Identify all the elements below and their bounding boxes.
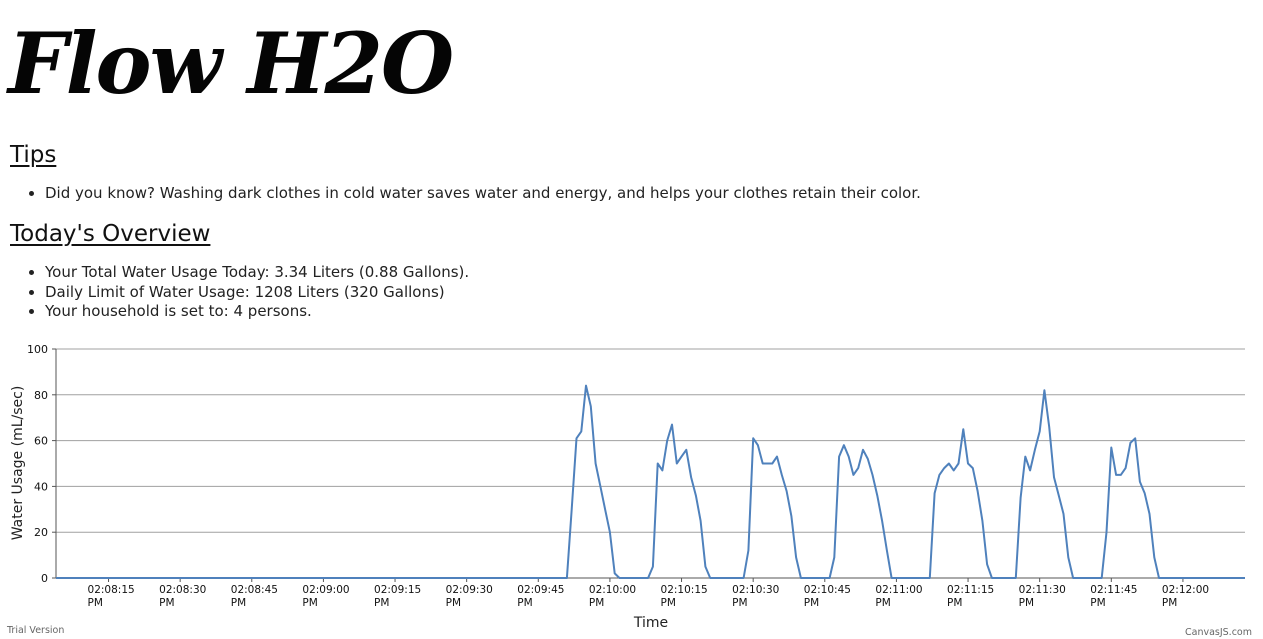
x-tick-label: 02:09:00 xyxy=(302,584,349,596)
chart-gridlines xyxy=(56,348,1245,533)
x-tick-label: 02:09:30 xyxy=(446,584,493,596)
x-tick-label-ampm: PM xyxy=(446,597,461,609)
x-tick-label: 02:09:45 xyxy=(517,584,564,596)
series-line-water-usage xyxy=(56,384,1245,579)
tips-heading: Tips xyxy=(10,142,57,168)
x-tick-label-ampm: PM xyxy=(732,597,747,609)
y-axis-ticks: 0 20 40 60 80 100 xyxy=(27,343,56,585)
daily-limit-item: Daily Limit of Water Usage: 1208 Liters … xyxy=(45,283,469,303)
x-tick-label: 02:11:00 xyxy=(875,584,922,596)
x-tick-label-ampm: PM xyxy=(374,597,389,609)
x-tick-label: 02:10:30 xyxy=(732,584,779,596)
x-tick-label-ampm: PM xyxy=(1162,597,1177,609)
x-tick-label-ampm: PM xyxy=(875,597,890,609)
overview-list: Your Total Water Usage Today: 3.34 Liter… xyxy=(0,263,469,322)
x-tick-label: 02:10:00 xyxy=(589,584,636,596)
y-tick-label: 60 xyxy=(34,435,48,448)
x-tick-label-ampm: PM xyxy=(517,597,532,609)
x-axis-title: Time xyxy=(633,615,668,631)
x-tick-label: 02:12:00 xyxy=(1162,584,1209,596)
tip-item: Did you know? Washing dark clothes in co… xyxy=(45,184,921,204)
total-usage-item: Your Total Water Usage Today: 3.34 Liter… xyxy=(45,263,469,283)
x-tick-label-ampm: PM xyxy=(589,597,604,609)
x-tick-label: 02:11:30 xyxy=(1019,584,1066,596)
y-axis-title: Water Usage (mL/sec) xyxy=(10,386,26,541)
x-tick-label-ampm: PM xyxy=(804,597,819,609)
tips-list: Did you know? Washing dark clothes in co… xyxy=(0,184,921,204)
y-tick-label: 80 xyxy=(34,389,48,402)
y-tick-label: 100 xyxy=(27,343,48,356)
x-tick-label: 02:09:15 xyxy=(374,584,421,596)
x-tick-label-ampm: PM xyxy=(947,597,962,609)
x-tick-label-ampm: PM xyxy=(159,597,174,609)
household-size-item: Your household is set to: 4 persons. xyxy=(45,302,469,322)
x-axis-ticks: 02:08:15PM02:08:30PM02:08:45PM02:09:00PM… xyxy=(88,578,1209,609)
x-tick-label: 02:08:15 xyxy=(88,584,135,596)
x-tick-label-ampm: PM xyxy=(661,597,676,609)
app-logo: Flow H2O xyxy=(8,14,454,113)
y-tick-label: 40 xyxy=(34,480,48,493)
x-tick-label-ampm: PM xyxy=(88,597,103,609)
x-tick-label-ampm: PM xyxy=(1090,597,1105,609)
x-tick-label: 02:10:45 xyxy=(804,584,851,596)
canvasjs-credit: CanvasJS.com xyxy=(1185,627,1252,638)
x-tick-label: 02:08:45 xyxy=(231,584,278,596)
y-tick-label: 20 xyxy=(34,526,48,539)
y-tick-label: 0 xyxy=(41,572,48,585)
x-tick-label-ampm: PM xyxy=(1019,597,1034,609)
x-tick-label-ampm: PM xyxy=(231,597,246,609)
x-tick-label: 02:11:45 xyxy=(1090,584,1137,596)
x-tick-label: 02:08:30 xyxy=(159,584,206,596)
trial-version-note: Trial Version xyxy=(6,625,64,636)
x-tick-label: 02:10:15 xyxy=(661,584,708,596)
x-tick-label: 02:11:15 xyxy=(947,584,994,596)
x-tick-label-ampm: PM xyxy=(302,597,317,609)
overview-heading: Today's Overview xyxy=(10,221,211,247)
